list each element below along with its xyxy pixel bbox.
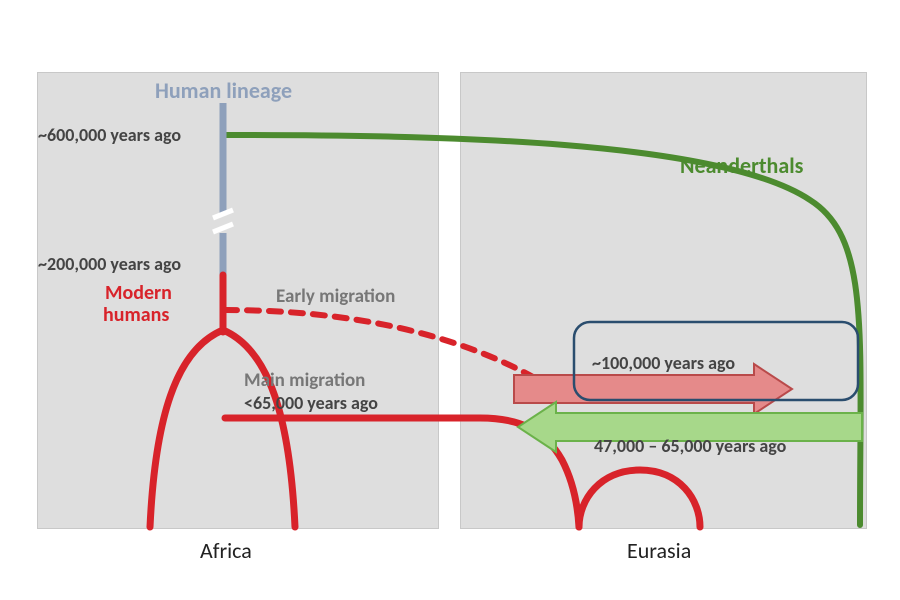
diagram-canvas: Human lineage ~600,000 years ago Neander… [0, 0, 900, 600]
panel-eurasia [460, 72, 867, 529]
label-neanderthals: Neanderthals [680, 153, 803, 178]
label-100k: ~100,000 years ago [592, 353, 735, 374]
label-human-lineage: Human lineage [155, 78, 292, 103]
label-eurasia: Eurasia [627, 538, 691, 563]
label-africa: Africa [200, 538, 252, 563]
label-47-65k: 47,000 – 65,000 years ago [594, 436, 786, 457]
label-modern-humans-1: Modern [105, 282, 172, 305]
label-200k: ~200,000 years ago [38, 254, 181, 275]
label-early-migration: Early migration [276, 286, 395, 308]
label-65k: <65,000 years ago [244, 393, 378, 414]
label-modern-humans-2: humans [103, 304, 169, 327]
label-600k: ~600,000 years ago [38, 125, 181, 146]
label-main-migration: Main migration [244, 370, 365, 392]
